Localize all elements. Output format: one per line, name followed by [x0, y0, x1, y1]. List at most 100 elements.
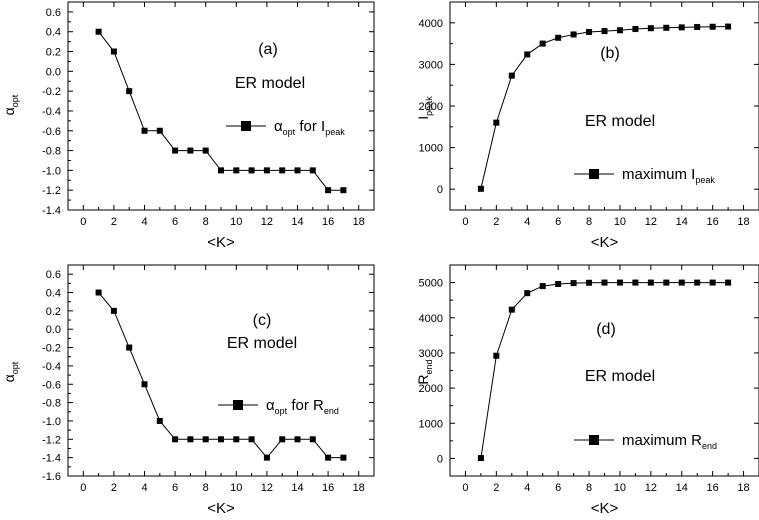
x-tick-label: 2 — [111, 482, 117, 494]
data-point — [202, 436, 209, 443]
data-point — [663, 279, 670, 286]
chart-panel: 0 2 4 6 8 10 12 14 16 18 0 1000 2000 3000 4000 5000 <K> R… — [415, 264, 759, 517]
series-line — [98, 292, 344, 459]
x-tick-label: 8 — [586, 216, 592, 228]
y-axis-label: Rend — [415, 359, 434, 384]
x-tick-label: 2 — [111, 216, 117, 228]
x-tick-label: 12 — [645, 482, 657, 494]
data-point — [172, 147, 179, 154]
data-point — [709, 279, 716, 286]
x-tick-label: 18 — [353, 482, 365, 494]
y-tick-label: -1.4 — [42, 205, 61, 217]
data-point — [694, 23, 701, 30]
data-point — [141, 381, 148, 388]
x-tick-label: 16 — [322, 216, 334, 228]
y-tick-label: 0.6 — [46, 269, 61, 281]
legend: αopt for Ipeak — [226, 118, 345, 137]
data-point — [233, 167, 240, 174]
x-tick-label: 4 — [141, 216, 147, 228]
model-annotation: ER model — [585, 368, 655, 385]
y-tick-label: 0.4 — [46, 288, 61, 300]
legend: maximum Ipeak — [574, 166, 715, 185]
data-point — [477, 455, 484, 462]
plot-frame — [67, 264, 375, 477]
data-point — [218, 167, 224, 174]
y-tick-label: -0.6 — [42, 379, 61, 391]
data-point — [694, 279, 701, 286]
legend-marker — [241, 121, 251, 131]
data-point — [340, 187, 347, 194]
data-point — [202, 147, 209, 154]
x-tick-label: 6 — [172, 216, 178, 228]
y-tick-label: -0.4 — [42, 361, 61, 373]
data-point — [632, 279, 639, 286]
chart-panel: 0 2 4 6 8 10 12 14 16 18 -1.6 -1.4 -1.2 -1.0 -0.8 -0.6 -… — [1, 264, 375, 517]
model-annotation: ER model — [585, 113, 655, 130]
data-point — [570, 280, 577, 287]
y-tick-label: 0.4 — [46, 27, 61, 39]
x-tick-label: 6 — [555, 482, 561, 494]
legend: αopt for Rend — [218, 397, 339, 416]
x-tick-label: 12 — [261, 482, 273, 494]
series-line — [98, 31, 344, 191]
data-point — [524, 51, 531, 58]
data-point — [647, 25, 654, 32]
x-tick-label: 16 — [707, 482, 719, 494]
data-point — [508, 72, 515, 79]
data-point — [725, 279, 732, 286]
data-point — [110, 48, 117, 55]
legend-marker — [233, 400, 243, 410]
x-tick-label: 4 — [524, 216, 530, 228]
data-point — [524, 290, 531, 297]
y-tick-label: 0.2 — [46, 306, 61, 318]
data-point — [678, 24, 685, 31]
y-tick-label: 0.2 — [46, 47, 61, 59]
x-tick-label: 14 — [291, 482, 303, 494]
x-tick-label: 0 — [462, 482, 468, 494]
data-point — [279, 167, 286, 174]
data-point — [508, 306, 515, 313]
data-point — [325, 187, 332, 194]
data-point — [309, 436, 316, 443]
x-tick-label: 10 — [614, 216, 626, 228]
model-annotation: ER model — [235, 75, 305, 92]
data-point — [340, 454, 347, 461]
x-tick-label: 4 — [141, 482, 147, 494]
x-tick-label: 14 — [291, 216, 303, 228]
x-axis-label: <K> — [207, 500, 235, 517]
x-tick-label: 18 — [737, 216, 749, 228]
x-tick-label: 10 — [230, 482, 242, 494]
x-axis-label: <K> — [207, 234, 235, 251]
chart-panel: 0 2 4 6 8 10 12 14 16 18 -1.4 -1.2 -1.0 -0.8 -0.6 -0.4 -… — [1, 1, 375, 251]
panel-label: (a) — [258, 41, 278, 58]
data-point — [263, 454, 270, 461]
data-point — [309, 167, 316, 174]
chart-panel: 0 2 4 6 8 10 12 14 16 18 0 1000 2000 3000 4000 <K> Ipeak… — [415, 1, 759, 251]
x-tick-label: 10 — [230, 216, 242, 228]
y-tick-label: 0.0 — [46, 66, 61, 78]
x-tick-label: 18 — [737, 482, 749, 494]
x-tick-label: 8 — [586, 482, 592, 494]
data-point — [601, 28, 608, 35]
x-axis-label: <K> — [591, 500, 619, 517]
data-point — [126, 344, 133, 351]
y-tick-label: 0.6 — [46, 7, 61, 19]
data-point — [294, 436, 301, 443]
data-point — [172, 436, 179, 443]
panel-label: (d) — [596, 321, 616, 338]
data-point — [126, 88, 133, 95]
data-point — [248, 167, 255, 174]
x-tick-label: 16 — [322, 482, 334, 494]
data-point — [725, 23, 732, 30]
legend: maximum Rend — [574, 432, 717, 451]
y-tick-label: 3000 — [419, 59, 443, 71]
plot-frame — [67, 1, 375, 211]
x-tick-label: 2 — [493, 216, 499, 228]
y-tick-label: 2000 — [419, 383, 443, 395]
data-point — [95, 28, 102, 35]
y-tick-label: -1.6 — [42, 471, 61, 483]
data-point — [279, 436, 286, 443]
y-tick-label: -1.0 — [42, 416, 61, 428]
y-tick-label: 1000 — [419, 143, 443, 155]
